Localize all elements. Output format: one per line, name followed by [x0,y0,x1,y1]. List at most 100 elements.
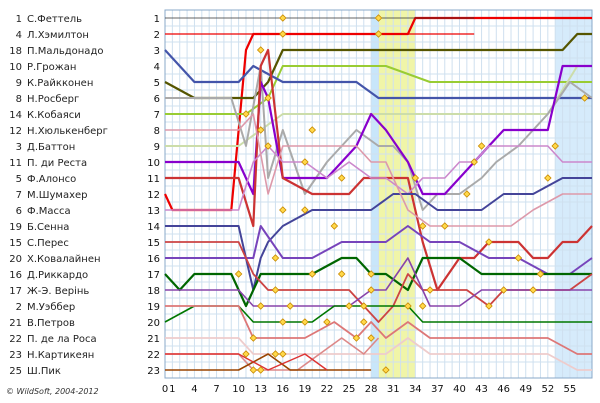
x-tick-label: 1 [169,384,175,395]
x-tick-label: 16 [276,384,289,395]
driver-name: С.Феттель [27,14,82,25]
pit-stop-marker [271,286,280,294]
driver-line-7 [165,65,593,211]
driver-number: 8 [16,94,22,105]
driver-line-13 [165,225,593,275]
x-tick-label: 34 [409,384,422,395]
driver-number: 12 [9,126,22,137]
y-tick-label: 3 [154,46,160,57]
pit-stop-marker [256,302,265,310]
pit-stop-marker [337,174,346,182]
x-tick-label: 7 [213,384,219,395]
driver-name: Б.Сенна [27,222,69,233]
pit-stop-marker [345,302,353,310]
x-tick-label: 25 [343,384,356,395]
pit-stop-marker [544,174,552,182]
driver-name: Н.Росберг [27,94,79,105]
driver-line-5 [164,49,592,100]
x-tick-label: 31 [387,384,400,395]
y-tick-label: 12 [147,190,160,201]
pit-stop-marker [463,190,471,198]
pit-stop-marker [264,142,272,150]
driver-name: М.Уэббер [27,302,75,313]
pit-stop-marker [352,334,361,342]
driver-number: 16 [9,270,22,281]
pit-stop-marker [301,158,309,166]
driver-name: В.Петров [27,318,75,329]
driver-name: Ф.Масса [27,206,71,217]
pit-stop-marker [485,238,493,246]
pit-stop-marker [279,206,287,214]
driver-legend: 1 С.Феттель 4 Л.Хэмилтон 18 П.Мальдонадо 10 Р.Г… [9,14,108,377]
pit-stop-marker [374,30,383,38]
pit-stop-marker [514,254,523,262]
driver-name: Р.Грожан [27,62,76,73]
driver-name: П. ди Реста [27,158,87,169]
pit-stop-marker [301,206,309,214]
pit-stop-marker [367,270,375,278]
pit-stop-marker [308,270,317,278]
pit-stop-marker [551,142,559,150]
y-tick-label: 22 [147,350,160,361]
x-tick-label: 52 [541,384,554,395]
y-tick-label: 15 [147,238,160,249]
x-tick-label: 49 [519,384,532,395]
y-tick-label: 5 [154,78,160,89]
pit-stop-marker [580,94,589,102]
driver-line-12 [165,113,592,227]
driver-number: 20 [9,254,22,265]
pit-stop-marker [330,222,339,230]
pit-stop-marker [256,46,265,54]
pit-stop-marker [242,110,250,118]
pit-stop-marker [279,318,287,326]
driver-number: 14 [9,110,22,121]
pit-stop-marker [536,270,545,278]
driver-number: 25 [9,366,22,377]
driver-name: Л.Хэмилтон [27,30,89,41]
driver-number: 23 [9,350,22,361]
driver-name: С.Перес [27,238,69,249]
driver-name: К.Райкконен [27,78,93,89]
driver-number: 18 [9,46,22,57]
driver-line-4 [165,65,592,115]
driver-name: М.Шумахер [27,190,88,201]
driver-line-22 [165,353,328,371]
driver-line-19 [165,337,592,371]
x-tick-label: 46 [497,384,510,395]
pit-stop-marker [404,302,412,310]
driver-number: 17 [9,286,22,297]
x-tick-label: 13 [254,384,267,395]
driver-name: Н.Хюлькенберг [27,126,108,137]
pit-stop-marker [367,286,375,294]
pit-stop-marker [279,30,287,38]
driver-name: Ж-Э. Верінь [27,285,89,297]
driver-number: 19 [9,222,22,233]
pit-stop-marker [271,254,280,262]
pit-stop-markers [234,14,589,374]
y-tick-label: 11 [147,174,160,185]
driver-number: 21 [9,318,22,329]
driver-number: 3 [16,142,22,153]
driver-name: Д.Риккардо [27,270,88,281]
pit-stop-marker [286,302,294,310]
driver-number: 2 [16,302,22,313]
y-tick-label: 13 [147,206,160,217]
x-tick-label: 22 [321,384,334,395]
pit-stop-marker [477,142,486,150]
driver-name: Н.Картикеян [27,350,94,361]
pit-stop-marker [426,286,434,294]
y-tick-label: 16 [147,254,160,265]
copyright-text: © WildSoft, 2004-2012 [6,387,99,396]
pit-stop-marker [279,14,287,22]
pit-stop-marker [337,270,346,278]
pit-stop-marker [271,350,280,358]
x-tick-label: 43 [475,384,488,395]
driver-number: 7 [16,190,22,201]
pit-stop-marker [382,366,390,374]
y-tick-label: 4 [154,62,160,73]
pit-stop-marker [301,318,309,326]
pit-stop-marker [367,334,375,342]
highlight-band-0 [371,10,379,378]
pit-stop-marker [470,158,478,166]
